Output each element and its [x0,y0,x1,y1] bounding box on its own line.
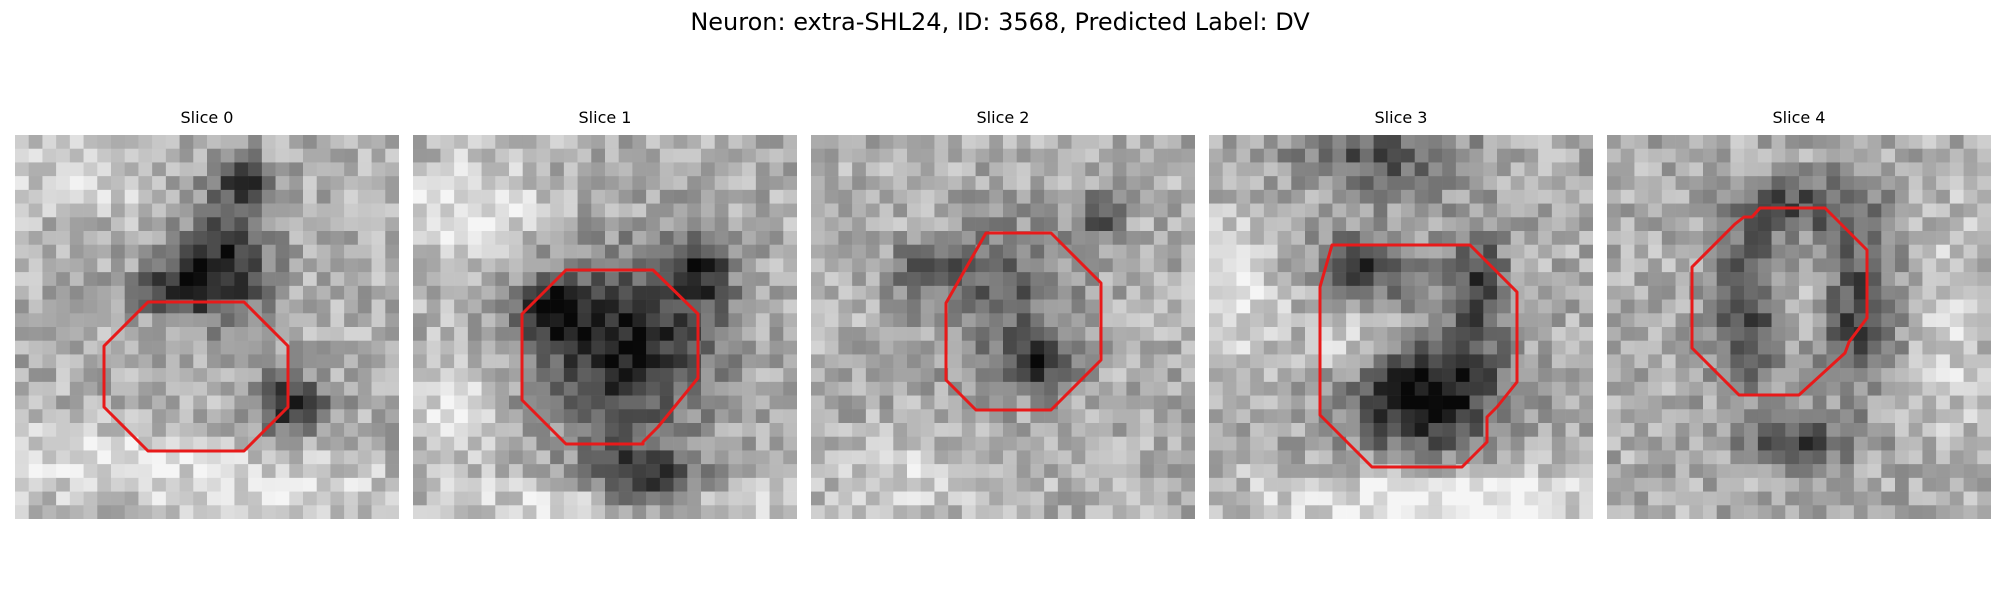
slice-image-1 [413,135,797,519]
contour-outline [1690,206,1869,397]
slice-title-4: Slice 4 [1772,108,1826,127]
slice-image-0 [15,135,399,519]
slice-panel-1: Slice 1 [413,108,797,519]
contour-outline [520,268,700,446]
slice-image-3 [1209,135,1593,519]
figure-title: Neuron: extra-SHL24, ID: 3568, Predicted… [690,8,1310,36]
slice-title-3: Slice 3 [1374,108,1428,127]
contour-outline [102,300,290,453]
slice-title-2: Slice 2 [976,108,1030,127]
slice-panel-0: Slice 0 [15,108,399,519]
contour-outline [1318,243,1519,469]
slice-panel-3: Slice 3 [1209,108,1593,519]
slice-title-1: Slice 1 [578,108,632,127]
contour-outline [944,231,1103,412]
slice-panel-4: Slice 4 [1607,108,1991,519]
slice-panel-2: Slice 2 [811,108,1195,519]
slice-title-0: Slice 0 [180,108,234,127]
slice-image-4 [1607,135,1991,519]
slice-image-2 [811,135,1195,519]
